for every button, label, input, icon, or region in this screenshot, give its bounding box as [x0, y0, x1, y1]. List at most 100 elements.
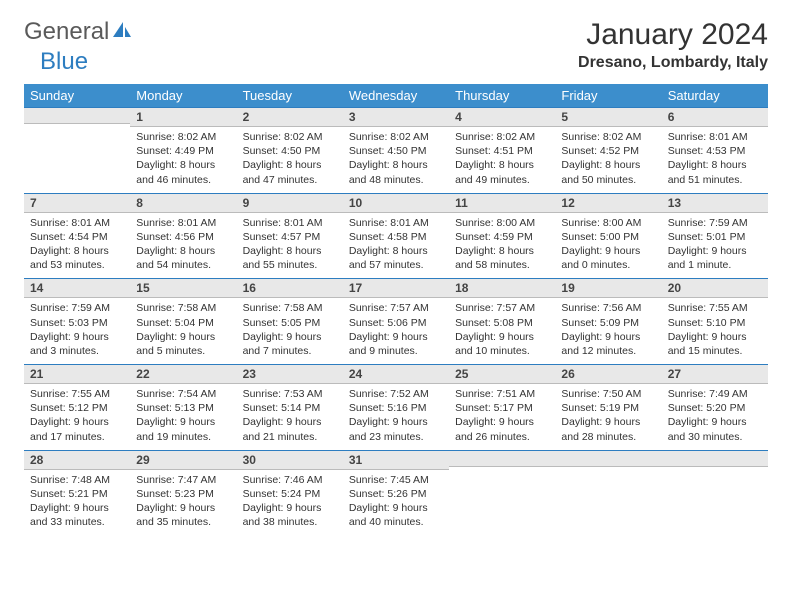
day-number: 7 — [24, 193, 130, 213]
header: General January 2024 Dresano, Lombardy, … — [24, 18, 768, 72]
day-number: 17 — [343, 278, 449, 298]
day-detail-line: Sunset: 5:23 PM — [136, 487, 230, 501]
day-details: Sunrise: 8:01 AMSunset: 4:56 PMDaylight:… — [130, 213, 236, 279]
day-detail-line: Sunset: 5:26 PM — [349, 487, 443, 501]
calendar-week-row: 7Sunrise: 8:01 AMSunset: 4:54 PMDaylight… — [24, 193, 768, 279]
day-detail-line: Daylight: 8 hours — [243, 244, 337, 258]
calendar-day-cell: 23Sunrise: 7:53 AMSunset: 5:14 PMDayligh… — [237, 364, 343, 450]
calendar-day-cell: 7Sunrise: 8:01 AMSunset: 4:54 PMDaylight… — [24, 193, 130, 279]
logo-text-blue: Blue — [40, 48, 88, 76]
day-details: Sunrise: 8:01 AMSunset: 4:53 PMDaylight:… — [662, 127, 768, 193]
day-detail-line: Sunset: 4:58 PM — [349, 230, 443, 244]
day-number: 30 — [237, 450, 343, 470]
day-detail-line: Sunrise: 7:48 AM — [30, 473, 124, 487]
day-number: 1 — [130, 107, 236, 127]
day-detail-line: and 47 minutes. — [243, 173, 337, 187]
day-details: Sunrise: 8:02 AMSunset: 4:52 PMDaylight:… — [555, 127, 661, 193]
day-detail-line: Sunrise: 8:02 AM — [243, 130, 337, 144]
day-detail-line: Daylight: 9 hours — [243, 415, 337, 429]
day-detail-line: Sunrise: 7:49 AM — [668, 387, 762, 401]
day-detail-line: Sunrise: 7:46 AM — [243, 473, 337, 487]
day-detail-line: and 30 minutes. — [668, 430, 762, 444]
day-detail-line: and 12 minutes. — [561, 344, 655, 358]
day-detail-line: Daylight: 8 hours — [668, 158, 762, 172]
calendar-day-cell: 22Sunrise: 7:54 AMSunset: 5:13 PMDayligh… — [130, 364, 236, 450]
day-details: Sunrise: 7:59 AMSunset: 5:03 PMDaylight:… — [24, 298, 130, 364]
calendar-day-cell: 18Sunrise: 7:57 AMSunset: 5:08 PMDayligh… — [449, 278, 555, 364]
day-details — [24, 124, 130, 133]
day-number: 26 — [555, 364, 661, 384]
calendar-week-row: 28Sunrise: 7:48 AMSunset: 5:21 PMDayligh… — [24, 450, 768, 536]
day-number: 6 — [662, 107, 768, 127]
day-detail-line: Sunset: 5:16 PM — [349, 401, 443, 415]
day-detail-line: Daylight: 9 hours — [349, 501, 443, 515]
day-detail-line: Daylight: 8 hours — [455, 158, 549, 172]
calendar-day-cell: 24Sunrise: 7:52 AMSunset: 5:16 PMDayligh… — [343, 364, 449, 450]
day-detail-line: Sunset: 4:53 PM — [668, 144, 762, 158]
day-detail-line: Daylight: 9 hours — [136, 330, 230, 344]
day-detail-line: Sunset: 5:13 PM — [136, 401, 230, 415]
day-detail-line: Daylight: 9 hours — [349, 415, 443, 429]
calendar-day-cell: 19Sunrise: 7:56 AMSunset: 5:09 PMDayligh… — [555, 278, 661, 364]
calendar-day-cell: 25Sunrise: 7:51 AMSunset: 5:17 PMDayligh… — [449, 364, 555, 450]
day-detail-line: Daylight: 9 hours — [30, 330, 124, 344]
day-detail-line: Daylight: 8 hours — [243, 158, 337, 172]
day-detail-line: and 1 minute. — [668, 258, 762, 272]
day-detail-line: Sunrise: 8:02 AM — [455, 130, 549, 144]
day-detail-line: Sunset: 4:57 PM — [243, 230, 337, 244]
day-number: 18 — [449, 278, 555, 298]
calendar-day-cell — [662, 450, 768, 536]
title-block: January 2024 Dresano, Lombardy, Italy — [578, 18, 768, 72]
day-details: Sunrise: 7:56 AMSunset: 5:09 PMDaylight:… — [555, 298, 661, 364]
weekday-header: Wednesday — [343, 84, 449, 107]
calendar-day-cell: 11Sunrise: 8:00 AMSunset: 4:59 PMDayligh… — [449, 193, 555, 279]
day-detail-line: Sunset: 5:19 PM — [561, 401, 655, 415]
calendar-day-cell — [449, 450, 555, 536]
day-number: 13 — [662, 193, 768, 213]
day-detail-line: Sunrise: 7:57 AM — [455, 301, 549, 315]
day-number: 19 — [555, 278, 661, 298]
day-detail-line: Sunset: 4:56 PM — [136, 230, 230, 244]
day-detail-line: and 3 minutes. — [30, 344, 124, 358]
day-number: 14 — [24, 278, 130, 298]
day-detail-line: and 17 minutes. — [30, 430, 124, 444]
day-detail-line: Sunset: 5:03 PM — [30, 316, 124, 330]
day-detail-line: Sunrise: 7:53 AM — [243, 387, 337, 401]
day-detail-line: Sunrise: 8:02 AM — [561, 130, 655, 144]
calendar-day-cell: 14Sunrise: 7:59 AMSunset: 5:03 PMDayligh… — [24, 278, 130, 364]
day-details: Sunrise: 8:02 AMSunset: 4:50 PMDaylight:… — [237, 127, 343, 193]
day-detail-line: and 50 minutes. — [561, 173, 655, 187]
day-detail-line: Sunrise: 8:00 AM — [455, 216, 549, 230]
day-detail-line: and 40 minutes. — [349, 515, 443, 529]
day-details: Sunrise: 7:55 AMSunset: 5:12 PMDaylight:… — [24, 384, 130, 450]
day-details: Sunrise: 8:00 AMSunset: 4:59 PMDaylight:… — [449, 213, 555, 279]
calendar-day-cell: 26Sunrise: 7:50 AMSunset: 5:19 PMDayligh… — [555, 364, 661, 450]
day-number: 20 — [662, 278, 768, 298]
day-details: Sunrise: 8:02 AMSunset: 4:51 PMDaylight:… — [449, 127, 555, 193]
day-detail-line: Sunset: 5:09 PM — [561, 316, 655, 330]
calendar-week-row: 14Sunrise: 7:59 AMSunset: 5:03 PMDayligh… — [24, 278, 768, 364]
day-details: Sunrise: 7:47 AMSunset: 5:23 PMDaylight:… — [130, 470, 236, 536]
day-detail-line: and 38 minutes. — [243, 515, 337, 529]
day-number: 16 — [237, 278, 343, 298]
day-detail-line: and 35 minutes. — [136, 515, 230, 529]
logo-text-general: General — [24, 18, 109, 46]
day-detail-line: Sunrise: 7:52 AM — [349, 387, 443, 401]
calendar-day-cell: 2Sunrise: 8:02 AMSunset: 4:50 PMDaylight… — [237, 107, 343, 193]
day-detail-line: and 58 minutes. — [455, 258, 549, 272]
day-details: Sunrise: 8:02 AMSunset: 4:50 PMDaylight:… — [343, 127, 449, 193]
calendar-day-cell: 12Sunrise: 8:00 AMSunset: 5:00 PMDayligh… — [555, 193, 661, 279]
calendar-day-cell: 21Sunrise: 7:55 AMSunset: 5:12 PMDayligh… — [24, 364, 130, 450]
calendar-day-cell: 29Sunrise: 7:47 AMSunset: 5:23 PMDayligh… — [130, 450, 236, 536]
calendar-day-cell — [555, 450, 661, 536]
day-detail-line: and 7 minutes. — [243, 344, 337, 358]
day-detail-line: Sunrise: 8:02 AM — [349, 130, 443, 144]
day-details — [662, 467, 768, 476]
day-detail-line: and 9 minutes. — [349, 344, 443, 358]
day-detail-line: Sunset: 5:05 PM — [243, 316, 337, 330]
day-details: Sunrise: 7:59 AMSunset: 5:01 PMDaylight:… — [662, 213, 768, 279]
day-detail-line: and 21 minutes. — [243, 430, 337, 444]
day-detail-line: Daylight: 9 hours — [668, 244, 762, 258]
calendar-day-cell: 20Sunrise: 7:55 AMSunset: 5:10 PMDayligh… — [662, 278, 768, 364]
day-number: 15 — [130, 278, 236, 298]
